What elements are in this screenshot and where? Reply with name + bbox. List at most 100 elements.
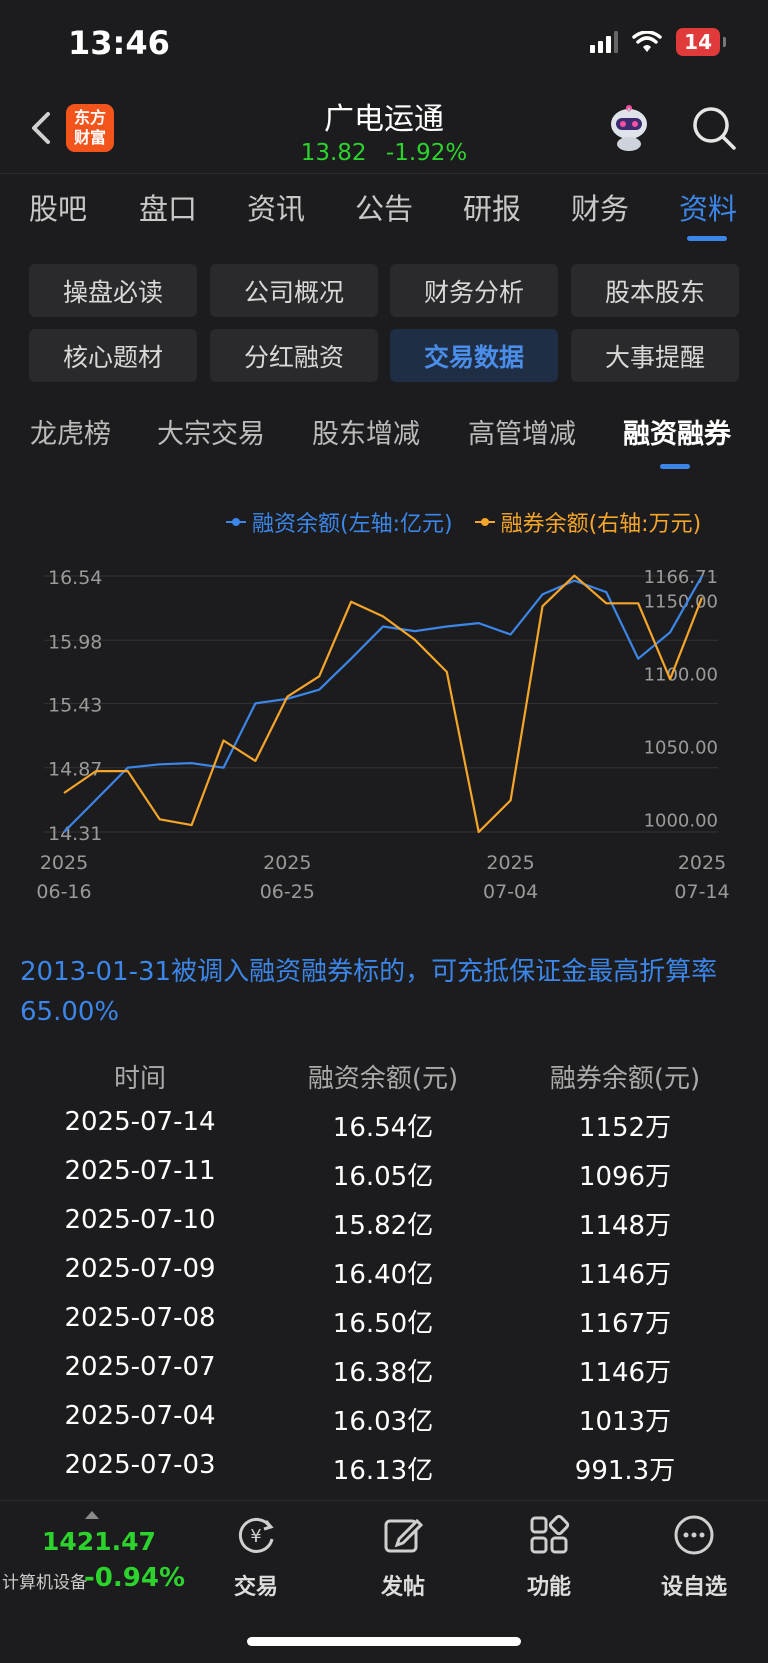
eastmoney-logo[interactable]: 东方 财富 [66, 104, 114, 152]
signal-icon [590, 31, 619, 53]
row-financing: 16.50亿 [332, 1309, 434, 1339]
row-lending: 1148万 [578, 1211, 672, 1241]
tab-margin-trading[interactable]: 融资融券 [623, 419, 731, 450]
nav-trade[interactable]: ¥ 交易 [206, 1513, 306, 1601]
lending-balance-line [63, 574, 704, 834]
right-axis-tick-label: 1166.71 [644, 567, 718, 588]
expand-up-icon [85, 1511, 99, 1519]
btn-core-themes[interactable]: 核心题材 [29, 329, 197, 382]
status-icons: 14 [590, 28, 726, 56]
chart-legend: 融资余额(左轴:亿元) 融券余额(右轴:万元) [226, 506, 701, 538]
svg-text:¥: ¥ [250, 1526, 261, 1547]
tab-exec-change[interactable]: 高管增减 [468, 419, 576, 450]
x-tick-year: 2025 [263, 852, 311, 874]
btn-financial-analysis[interactable]: 财务分析 [390, 264, 558, 317]
stock-price: 13.82 [300, 140, 367, 166]
tab-block-trade[interactable]: 大宗交易 [157, 419, 265, 450]
row-date: 2025-07-11 [64, 1156, 216, 1186]
tab-news[interactable]: 资讯 [246, 192, 305, 226]
row-date: 2025-07-07 [64, 1352, 216, 1382]
nav-post[interactable]: 发帖 [353, 1513, 453, 1601]
legend-securities-lending[interactable]: 融券余额(右轴:万元) [474, 506, 701, 538]
row-date: 2025-07-09 [64, 1254, 216, 1284]
tab-pankou[interactable]: 盘口 [138, 192, 197, 226]
btn-major-events[interactable]: 大事提醒 [571, 329, 739, 382]
tab-profile[interactable]: 资料 [678, 192, 737, 226]
btn-must-read[interactable]: 操盘必读 [29, 264, 197, 317]
nav-add-watchlist-label: 设自选 [660, 1575, 727, 1600]
robot-assistant-icon[interactable] [604, 102, 654, 152]
right-axis-tick-label: 1150.00 [644, 591, 718, 612]
row-lending: 1146万 [578, 1260, 672, 1290]
legend-financing[interactable]: 融资余额(左轴:亿元) [226, 506, 453, 538]
nav-trade-label: 交易 [233, 1575, 278, 1600]
row-financing: 15.82亿 [332, 1211, 434, 1241]
row-financing: 16.40亿 [332, 1260, 434, 1290]
table-row: 2025-07-04 16.03亿 1013万 [0, 1401, 768, 1449]
tab-holder-change[interactable]: 股东增减 [312, 419, 420, 450]
row-lending: 1096万 [578, 1162, 672, 1192]
nav-add-watchlist[interactable]: 设自选 [644, 1513, 744, 1601]
x-tick-year: 2025 [40, 852, 88, 874]
grid-icon [530, 1514, 570, 1554]
table-row: 2025-07-08 16.50亿 1167万 [0, 1303, 768, 1351]
row-lending: 1013万 [578, 1407, 672, 1437]
right-axis-tick-label: 1100.00 [644, 664, 718, 685]
table-header: 时间 融资余额(元) 融券余额(元) [0, 1058, 768, 1106]
left-axis-tick-label: 15.43 [48, 694, 102, 716]
edit-icon [384, 1518, 424, 1553]
header-lending-balance: 融券余额(元) [549, 1064, 701, 1094]
more-icon [674, 1515, 714, 1555]
x-tick-date: 07-04 [483, 881, 538, 903]
sec-tab-indicator [660, 464, 690, 469]
bottom-toolbar: 1421.47 计算机设备 -0.94% ¥ 交易 发帖 功能 [0, 1500, 768, 1663]
nav-functions[interactable]: 功能 [499, 1513, 599, 1601]
tab-announcements[interactable]: 公告 [354, 192, 413, 226]
stock-header: 东方 财富 广电运通 13.82 -1.92% [0, 88, 768, 174]
row-lending: 1152万 [578, 1113, 672, 1143]
legend-financing-label: 融资余额(左轴:亿元) [252, 512, 453, 537]
status-time: 13:46 [68, 24, 170, 62]
stock-change-pct: -1.92% [385, 140, 468, 166]
status-bar: 13:46 14 [0, 0, 768, 88]
nav-post-label: 发帖 [380, 1575, 425, 1600]
tab-research[interactable]: 研报 [462, 192, 521, 226]
x-tick-date: 07-14 [674, 881, 729, 903]
table-row: 2025-07-09 16.40亿 1146万 [0, 1254, 768, 1302]
search-icon[interactable] [690, 104, 738, 152]
left-axis-tick-label: 15.98 [48, 631, 102, 653]
table-row: 2025-07-10 15.82亿 1148万 [0, 1205, 768, 1253]
row-date: 2025-07-14 [64, 1107, 216, 1137]
tab-finance[interactable]: 财务 [570, 192, 629, 226]
row-financing: 16.13亿 [332, 1456, 434, 1486]
wifi-icon [632, 31, 662, 52]
table-row: 2025-07-14 16.54亿 1152万 [0, 1107, 768, 1155]
row-lending: 1167万 [578, 1309, 672, 1339]
row-date: 2025-07-10 [64, 1205, 216, 1235]
btn-company-overview[interactable]: 公司概况 [210, 264, 378, 317]
x-tick-year: 2025 [486, 852, 534, 874]
row-lending: 1146万 [578, 1358, 672, 1388]
legend-marker-blue [226, 518, 246, 526]
row-date: 2025-07-08 [64, 1303, 216, 1333]
home-indicator [247, 1637, 521, 1646]
btn-dividend-financing[interactable]: 分红融资 [210, 329, 378, 382]
right-axis-tick-label: 1050.00 [644, 737, 718, 758]
back-icon[interactable] [24, 106, 60, 150]
trading-data-tabs: 龙虎榜 大宗交易 股东增减 高管增减 融资融券 [0, 412, 768, 472]
index-name: 计算机设备 [2, 1573, 87, 1593]
btn-trading-data[interactable]: 交易数据 [390, 329, 558, 382]
btn-shareholders[interactable]: 股本股东 [571, 264, 739, 317]
tab-dragon-tiger[interactable]: 龙虎榜 [30, 419, 111, 450]
main-tabs: 股吧 盘口 资讯 公告 研报 财务 资料 [0, 186, 768, 246]
header-financing-balance: 融资余额(元) [307, 1064, 459, 1094]
stock-quote: 13.82 -1.92% [0, 140, 768, 166]
index-change: -0.94% [84, 1563, 185, 1593]
row-financing: 16.38亿 [332, 1358, 434, 1388]
stock-name: 广电运通 [324, 102, 444, 137]
tab-guba[interactable]: 股吧 [28, 192, 87, 226]
row-financing: 16.03亿 [332, 1407, 434, 1437]
table-row: 2025-07-03 16.13亿 991.3万 [0, 1450, 768, 1498]
row-date: 2025-07-04 [64, 1401, 216, 1431]
left-axis-tick-label: 14.31 [48, 823, 102, 845]
